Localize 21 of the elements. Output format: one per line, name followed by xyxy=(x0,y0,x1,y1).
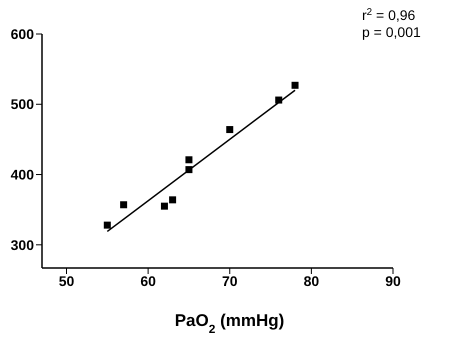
y-tick-label: 300 xyxy=(10,236,34,253)
point xyxy=(185,166,192,174)
x-tick-label: 50 xyxy=(58,272,74,289)
point xyxy=(104,222,111,229)
point xyxy=(169,196,176,204)
point xyxy=(185,156,192,164)
x-axis-title: PaO$_{2}$ (mmHg) xyxy=(174,311,284,336)
point xyxy=(275,96,282,104)
annotation: p = 0,001 xyxy=(362,24,421,40)
y-tick-label: 600 xyxy=(10,26,34,42)
x-tick-label: 90 xyxy=(385,272,401,289)
x-tick-label: 80 xyxy=(304,272,320,289)
y-tick-label: 400 xyxy=(10,166,34,183)
text: r$^{2}$ = 0,96 xyxy=(362,6,416,23)
y-tick-label: 500 xyxy=(10,96,34,112)
point xyxy=(120,201,128,208)
x-tick-label: 60 xyxy=(140,272,156,289)
point xyxy=(226,126,234,134)
point xyxy=(160,202,168,210)
x-tick-label: 70 xyxy=(222,272,238,289)
point xyxy=(292,82,299,89)
